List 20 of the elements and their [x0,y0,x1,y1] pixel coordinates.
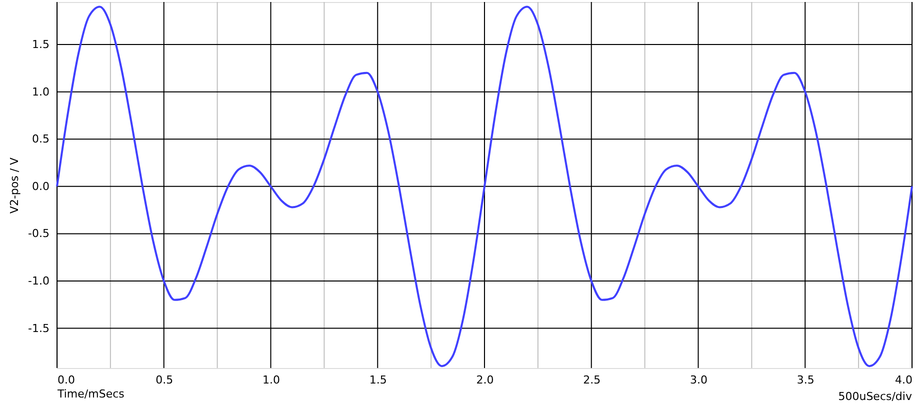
y-tick-label: -1.5 [28,322,50,335]
x-tick-label: 3.0 [690,374,708,386]
x-tick-label: 4.0 [895,374,912,386]
y-tick-label: -0.5 [28,227,50,240]
y-tick-label: 1.0 [32,85,50,98]
y-tick-label: 0.5 [32,132,50,146]
y-tick-label: -1.0 [28,274,50,288]
y-axis-title: V2-pos / V [8,156,22,214]
x-axis-title: Time/mSecs [56,388,125,400]
x-tick-label: 0.0 [58,374,75,386]
x-tick-label: 1.0 [262,374,280,386]
x-tick-label: 2.0 [476,374,494,386]
x-tick-label: 1.5 [369,374,387,386]
x-tick-label: 2.5 [583,374,601,386]
y-tick-label: 1.5 [32,38,50,52]
line-series [56,6,913,368]
text: 500uSecs/div [838,390,912,403]
y-tick-label: 0.0 [32,180,50,193]
x-tick-label: 3.5 [796,374,814,386]
x-tick-label: 0.5 [156,374,174,386]
